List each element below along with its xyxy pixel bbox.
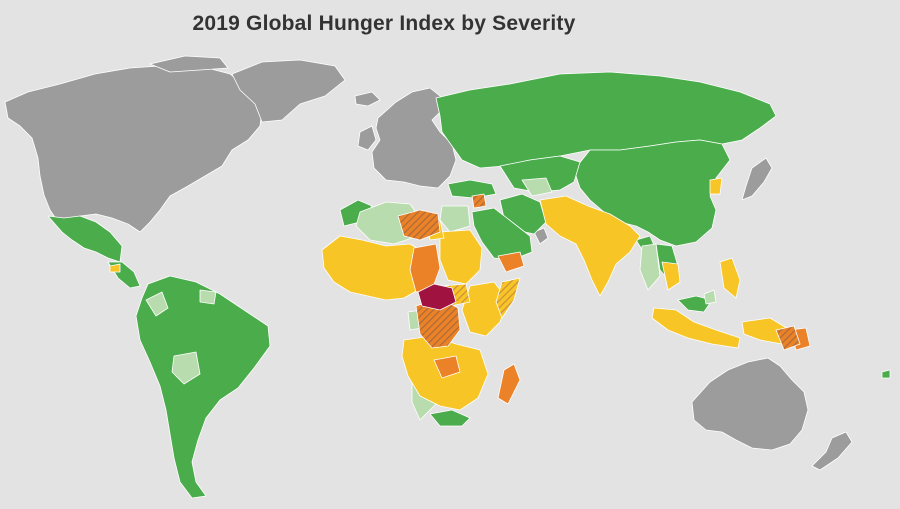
- saudi-arabia-region: [471, 207, 533, 261]
- turkey-region: [447, 179, 497, 199]
- pacific-island: [881, 369, 891, 379]
- papua-hatched-region: [775, 325, 801, 351]
- madagascar-region: [497, 363, 521, 405]
- bolivia-region: [171, 351, 201, 385]
- iceland-region: [354, 91, 381, 107]
- thailand-region: [661, 261, 681, 291]
- uzbekistan-region: [521, 177, 553, 197]
- colombia-region: [145, 291, 169, 317]
- kazakhstan-region: [499, 155, 581, 193]
- india-region: [539, 195, 641, 297]
- zambia-region: [433, 355, 461, 379]
- central-african-republic-region: [417, 283, 457, 311]
- south-america-region: [135, 275, 271, 499]
- guyana-region: [199, 289, 217, 305]
- japan-region: [741, 157, 773, 201]
- europe-region: [371, 87, 457, 189]
- gulf-states-region: [533, 227, 549, 245]
- uk-region: [357, 125, 377, 151]
- china-region: [573, 139, 731, 247]
- somalia-hatched-region: [495, 277, 521, 319]
- haiti-region: [109, 263, 121, 273]
- philippines-moderate-region: [703, 289, 717, 305]
- malaysia-region: [677, 295, 713, 313]
- south-africa-region: [429, 409, 471, 427]
- egypt-region: [439, 205, 471, 233]
- yemen-region: [497, 251, 525, 273]
- east-africa-region: [461, 281, 509, 337]
- myanmar-region: [639, 243, 661, 291]
- arctic-islands-region: [149, 55, 229, 73]
- australia-region: [691, 357, 809, 451]
- syria-hatched-region: [471, 193, 487, 209]
- greenland-region: [231, 59, 346, 123]
- indonesia-region: [651, 307, 741, 349]
- mexico-region: [47, 215, 123, 263]
- north-america-region: [4, 65, 263, 233]
- sudan-region: [439, 229, 483, 285]
- map-title: 2019 Global Hunger Index by Severity: [192, 12, 576, 35]
- new-zealand-region: [811, 431, 853, 471]
- north-korea-region: [709, 177, 723, 195]
- philippines-region: [719, 257, 741, 299]
- sudan-hatched-region: [397, 209, 441, 241]
